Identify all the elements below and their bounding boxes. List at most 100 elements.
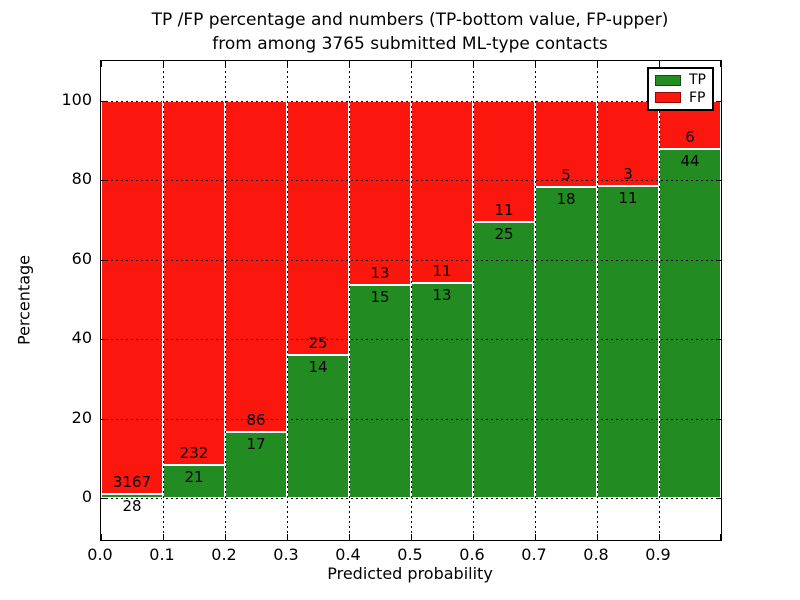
- y-tick-mark: [101, 339, 106, 341]
- tp-count-label: 15: [370, 288, 390, 307]
- y-tick-mark: [716, 339, 721, 341]
- x-tick-mark: [163, 534, 164, 540]
- fp-count-label: 11: [494, 201, 514, 220]
- v-gridline: [224, 61, 226, 540]
- x-tick-mark: [720, 61, 721, 67]
- x-tick-label: 0.3: [273, 545, 299, 564]
- x-tick-mark: [597, 534, 598, 540]
- x-tick-mark: [411, 534, 412, 540]
- v-gridline: [596, 61, 598, 540]
- bar-segment-fp: [349, 101, 411, 286]
- x-tick-mark: [225, 534, 226, 540]
- x-tick-mark: [349, 61, 350, 67]
- chart-title-line1: TP /FP percentage and numbers (TP-bottom…: [151, 10, 669, 30]
- x-tick-mark: [473, 534, 474, 540]
- fp-count-label: 3167: [112, 473, 152, 492]
- x-tick-label: 0.5: [397, 545, 423, 564]
- x-tick-mark: [659, 534, 660, 540]
- x-tick-mark: [225, 61, 226, 67]
- bar-segment-tp: [535, 187, 597, 498]
- v-gridline-dots: [410, 61, 412, 540]
- v-gridline-dots: [224, 61, 226, 540]
- y-tick-label: 100: [61, 90, 92, 110]
- bar-segment-tp: [659, 148, 721, 498]
- fp-count-label: 11: [432, 261, 452, 280]
- tp-count-label: 18: [556, 190, 576, 209]
- x-tick-label: 0.2: [211, 545, 237, 564]
- x-tick-mark: [287, 61, 288, 67]
- y-tick-label: 80: [71, 169, 92, 189]
- bar-segment-fp: [411, 101, 473, 283]
- fp-count-label: 232: [179, 443, 209, 462]
- bar-segment-tp: [287, 355, 349, 498]
- fp-swatch-icon: [655, 92, 681, 104]
- v-gridline: [534, 61, 536, 540]
- y-tick-label: 20: [71, 407, 92, 427]
- v-gridline: [410, 61, 412, 540]
- y-tick-label: 40: [71, 328, 92, 348]
- x-tick-label: 0.8: [583, 545, 609, 564]
- y-tick-mark: [101, 259, 106, 261]
- x-tick-label: 0.7: [521, 545, 547, 564]
- bar-segment-fp: [535, 101, 597, 188]
- tp-count-label: 44: [680, 151, 700, 170]
- legend-label-tp: TP: [689, 72, 706, 89]
- legend-item-tp: TP: [655, 72, 706, 88]
- fp-count-label: 6: [685, 127, 695, 146]
- tp-count-label: 21: [184, 467, 204, 486]
- fp-count-label: 25: [308, 334, 328, 353]
- tp-count-label: 11: [618, 189, 638, 208]
- y-tick-mark: [716, 418, 721, 420]
- v-gridline-dots: [472, 61, 474, 540]
- fp-count-label: 3: [623, 165, 633, 184]
- v-gridline-dots: [596, 61, 598, 540]
- v-gridline: [286, 61, 288, 540]
- chart-title-line2: from among 3765 submitted ML-type contac…: [212, 34, 608, 54]
- v-gridline-dots: [534, 61, 536, 540]
- v-gridline: [472, 61, 474, 540]
- bar-segment-fp: [287, 101, 349, 356]
- y-tick-mark: [101, 101, 106, 103]
- x-tick-mark: [349, 534, 350, 540]
- x-tick-mark: [473, 61, 474, 67]
- tp-count-label: 25: [494, 225, 514, 244]
- tp-count-label: 13: [432, 285, 452, 304]
- x-tick-mark: [163, 61, 164, 67]
- y-tick-mark: [716, 101, 721, 103]
- v-gridline-dots: [286, 61, 288, 540]
- y-tick-mark: [716, 259, 721, 261]
- y-tick-label: 0: [81, 486, 92, 506]
- bar-value-labels: 3167 28 232 21 86 17 25 14 13 15 11 13 11 25 5 18 3 11 6 44: [101, 61, 721, 540]
- x-tick-mark: [287, 534, 288, 540]
- bars-layer: [101, 61, 721, 540]
- x-tick-mark: [597, 61, 598, 67]
- tp-count-label: 28: [122, 497, 142, 516]
- y-axis-label: Percentage: [14, 254, 34, 346]
- x-tick-label: 0.6: [459, 545, 485, 564]
- x-tick-mark: [720, 534, 721, 540]
- legend: TP FP: [647, 67, 714, 111]
- y-tick-label: 60: [71, 248, 92, 268]
- x-axis-label: Predicted probability: [327, 564, 493, 583]
- v-gridline: [348, 61, 350, 540]
- tp-count-label: 17: [246, 435, 266, 454]
- v-gridline-dots: [348, 61, 350, 540]
- x-tick-label: 0.1: [149, 545, 175, 564]
- y-tick-mark: [716, 497, 721, 499]
- x-tick-mark: [101, 61, 102, 67]
- legend-item-fp: FP: [655, 90, 706, 106]
- grid-layer: [101, 61, 721, 540]
- x-tick-mark: [411, 61, 412, 67]
- x-tick-label: 0.0: [87, 545, 113, 564]
- x-tick-mark: [535, 534, 536, 540]
- bar-segment-tp: [349, 285, 411, 498]
- y-tick-mark: [101, 418, 106, 420]
- x-tick-label: 0.9: [645, 545, 671, 564]
- ticks-layer: [101, 61, 721, 540]
- fp-count-label: 86: [246, 411, 266, 430]
- legend-label-fp: FP: [689, 89, 706, 106]
- tp-swatch-icon: [655, 74, 681, 86]
- fp-count-label: 5: [561, 166, 571, 185]
- y-tick-mark: [101, 180, 106, 182]
